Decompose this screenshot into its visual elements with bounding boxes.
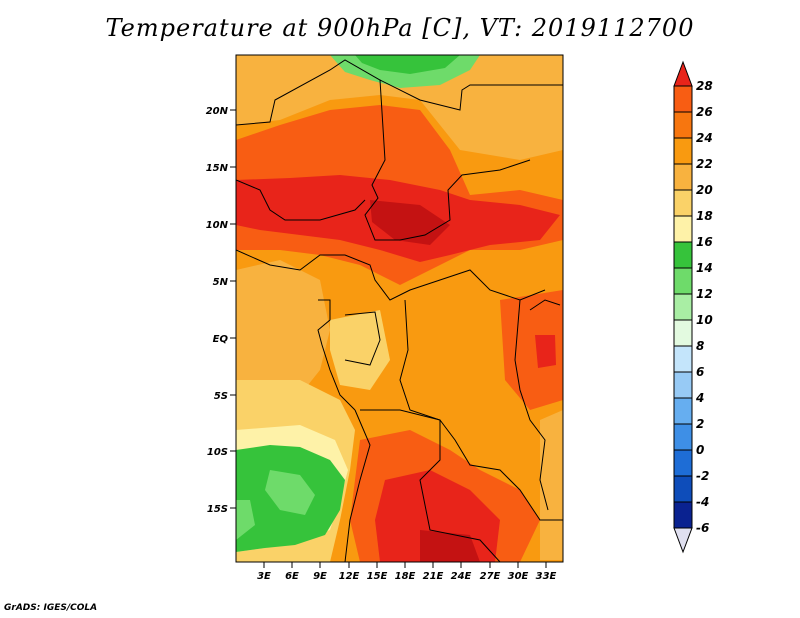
colorbar-box	[673, 501, 693, 529]
colorbar-box	[673, 319, 693, 347]
colorbar-box	[673, 423, 693, 451]
lon-label: 12E	[339, 571, 360, 582]
longitude-labels: 3E 6E 9E 12E 15E 18E 21E 24E 27E 30E 33E	[257, 571, 556, 582]
lon-label: 18E	[395, 571, 416, 582]
lon-label: 27E	[480, 571, 501, 582]
lat-label: EQ	[213, 334, 229, 345]
lon-label: 15E	[367, 571, 388, 582]
colorbar-label: -4	[696, 495, 709, 509]
colorbar-box	[673, 397, 693, 425]
colorbar-label: 20	[696, 183, 713, 197]
colorbar-label: 0	[696, 443, 704, 457]
lat-label: 15N	[206, 163, 229, 174]
lon-label: 21E	[423, 571, 444, 582]
colorbar-label: 4	[695, 391, 704, 405]
colorbar-label: -6	[696, 521, 709, 535]
colorbar-box	[673, 371, 693, 399]
map-frame	[235, 54, 564, 563]
colorbar-label: -2	[696, 469, 709, 483]
colorbar-label: 12	[696, 287, 713, 301]
colorbar-box	[673, 293, 693, 321]
colorbar-box	[673, 163, 693, 191]
colorbar-box	[673, 449, 693, 477]
colorbar-label: 22	[696, 157, 713, 171]
lon-label: 3E	[257, 571, 271, 582]
colorbar-label: 8	[696, 339, 704, 353]
axis-ticks	[230, 109, 547, 568]
colorbar-box	[673, 85, 693, 113]
country-borders	[236, 59, 563, 562]
colorbar-label: 24	[696, 131, 713, 145]
lat-label: 5N	[213, 277, 229, 288]
colorbar-label: 14	[696, 261, 713, 275]
lon-label: 9E	[313, 571, 327, 582]
temperature-field	[236, 55, 563, 562]
colorbar-top-arrow	[673, 60, 693, 87]
colorbar-label: 16	[696, 235, 713, 249]
lat-label: 10S	[207, 447, 228, 458]
colorbar-bottom-arrow	[673, 527, 693, 554]
colorbar-label: 26	[696, 105, 713, 119]
lat-label: 10N	[206, 220, 229, 231]
lat-label: 5S	[214, 391, 228, 402]
colorbar-label: 28	[696, 79, 713, 93]
lat-label: 15S	[207, 504, 228, 515]
colorbar-label: 18	[696, 209, 713, 223]
lon-label: 24E	[451, 571, 472, 582]
chart-title: Temperature at 900hPa [C], VT: 201911270…	[105, 14, 695, 42]
colorbar-box	[673, 345, 693, 373]
lon-label: 6E	[285, 571, 299, 582]
colorbar-box	[673, 189, 693, 217]
latitude-labels: 20N 15N 10N 5N EQ 5S 10S 15S	[206, 106, 229, 515]
lon-label: 30E	[508, 571, 529, 582]
colorbar-box	[673, 215, 693, 243]
colorbar-box	[673, 475, 693, 503]
colorbar-label: 2	[696, 417, 704, 431]
colorbar-box	[673, 111, 693, 139]
colorbar-box	[673, 267, 693, 295]
colorbar-box	[673, 241, 693, 269]
colorbar-box	[673, 137, 693, 165]
lat-label: 20N	[206, 106, 229, 117]
colorbar-label: 10	[696, 313, 713, 327]
colorbar-label: 6	[696, 365, 704, 379]
credit-text: GrADS: IGES/COLA	[4, 603, 98, 613]
lon-label: 33E	[536, 571, 557, 582]
